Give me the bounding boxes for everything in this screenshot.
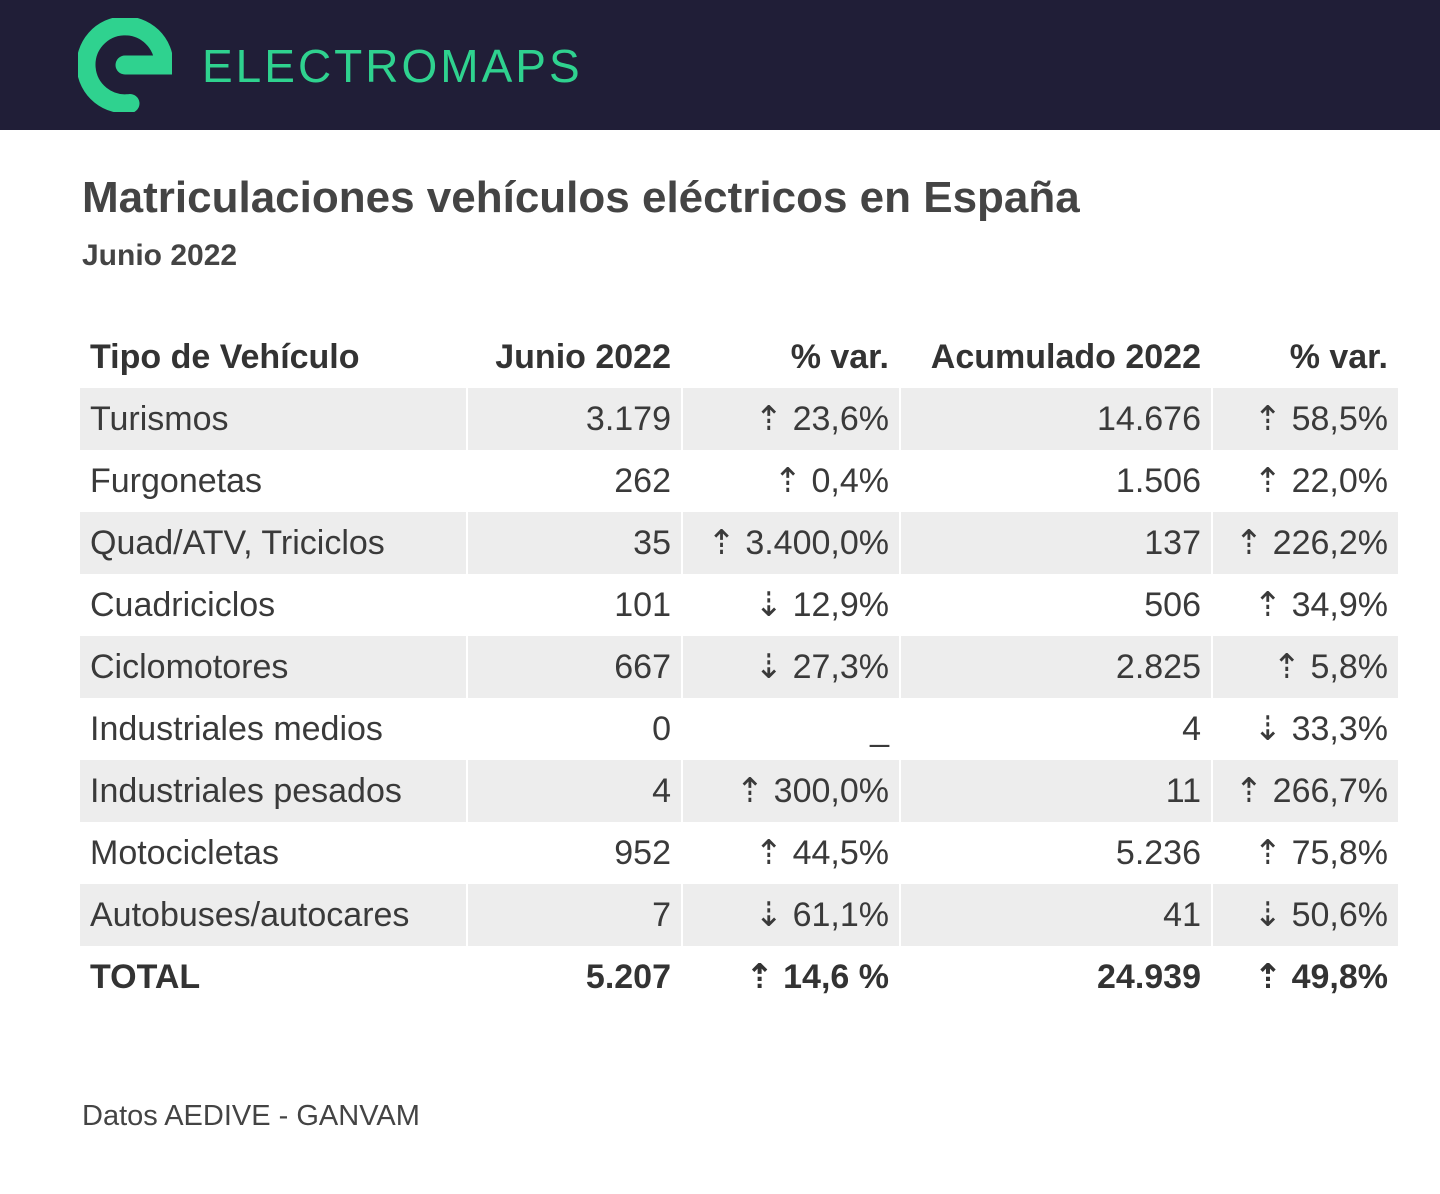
table-row: Ciclomotores 667 ⇣ 27,3% 2.825 ⇡ 5,8%	[80, 636, 1398, 698]
cell-acumulado: 2.825	[899, 636, 1211, 698]
cell-junio: 7	[466, 884, 681, 946]
header-tipo: Tipo de Vehículo	[90, 338, 360, 376]
cell-acumulado: 4	[899, 698, 1211, 760]
cell-var-junio: ⇡ 23,6%	[681, 388, 899, 450]
cell-var-acumulado: ⇡ 58,5%	[1211, 388, 1398, 450]
cell-tipo: Motocicletas	[90, 834, 279, 872]
cell-tipo: Ciclomotores	[80, 636, 466, 698]
cell-var-junio: ⇡ 44,5%	[681, 822, 899, 884]
cell-var-acumulado: ⇣ 33,3%	[1211, 698, 1398, 760]
data-source: Datos AEDIVE - GANVAM	[82, 1100, 420, 1132]
cell-acumulado: 137	[899, 512, 1211, 574]
cell-tipo: Furgonetas	[90, 462, 262, 500]
page-title: Matriculaciones vehículos eléctricos en …	[82, 173, 1080, 222]
cell-tipo: Quad/ATV, Triciclos	[80, 512, 466, 574]
cell-junio: 35	[466, 512, 681, 574]
total-cell-var-junio: ⇡ 14,6 %	[681, 946, 899, 1008]
cell-var-junio: ⇣ 61,1%	[681, 884, 899, 946]
cell-acumulado: 5.236	[899, 822, 1211, 884]
total-cell-junio: 5.207	[466, 946, 681, 1008]
table-row: Industriales pesados 4 ⇡ 300,0% 11 ⇡ 266,7%	[80, 760, 1398, 822]
table-row: Industriales medios 0 _ 4 ⇣ 33,3%	[80, 698, 1398, 760]
table-row: Furgonetas 262 ⇡ 0,4% 1.506 ⇡ 22,0%	[80, 450, 1398, 512]
header-bar: ELECTROMAPS	[0, 0, 1440, 130]
total-cell-var-acumulado: ⇡ 49,8%	[1211, 946, 1398, 1008]
cell-junio: 3.179	[466, 388, 681, 450]
cell-var-acumulado: ⇡ 226,2%	[1211, 512, 1398, 574]
table-row: Motocicletas 952 ⇡ 44,5% 5.236 ⇡ 75,8%	[80, 822, 1398, 884]
cell-junio: 667	[466, 636, 681, 698]
cell-junio: 262	[466, 450, 681, 512]
cell-var-acumulado: ⇡ 75,8%	[1211, 822, 1398, 884]
cell-var-junio: ⇡ 3.400,0%	[681, 512, 899, 574]
page-subtitle: Junio 2022	[82, 239, 238, 272]
cell-tipo: Autobuses/autocares	[80, 884, 466, 946]
cell-acumulado: 506	[899, 574, 1211, 636]
cell-junio: 4	[466, 760, 681, 822]
table-total-row: TOTAL 5.207 ⇡ 14,6 % 24.939 ⇡ 49,8%	[80, 946, 1398, 1008]
cell-var-junio: ⇡ 300,0%	[681, 760, 899, 822]
brand-name: ELECTROMAPS	[202, 40, 583, 92]
total-cell-tipo: TOTAL	[90, 958, 201, 996]
cell-tipo: Industriales medios	[90, 710, 383, 748]
cell-var-junio: _	[681, 698, 899, 760]
electromaps-logo-icon	[78, 18, 172, 112]
cell-tipo: Cuadriciclos	[90, 586, 276, 624]
cell-junio: 0	[466, 698, 681, 760]
cell-acumulado: 14.676	[899, 388, 1211, 450]
cell-junio: 952	[466, 822, 681, 884]
cell-acumulado: 11	[899, 760, 1211, 822]
cell-var-junio: ⇣ 27,3%	[681, 636, 899, 698]
cell-junio: 101	[466, 574, 681, 636]
cell-var-acumulado: ⇡ 22,0%	[1211, 450, 1398, 512]
table-row: Turismos 3.179 ⇡ 23,6% 14.676 ⇡ 58,5%	[80, 388, 1398, 450]
cell-tipo: Turismos	[80, 388, 466, 450]
table-body: Turismos 3.179 ⇡ 23,6% 14.676 ⇡ 58,5% Furgone…	[80, 388, 1398, 1008]
cell-var-acumulado: ⇡ 266,7%	[1211, 760, 1398, 822]
header-var-acumulado: % var.	[1211, 326, 1398, 388]
table-row: Cuadriciclos 101 ⇣ 12,9% 506 ⇡ 34,9%	[80, 574, 1398, 636]
cell-acumulado: 41	[899, 884, 1211, 946]
cell-acumulado: 1.506	[899, 450, 1211, 512]
cell-tipo: Industriales pesados	[80, 760, 466, 822]
header-junio: Junio 2022	[466, 326, 681, 388]
cell-var-acumulado: ⇡ 5,8%	[1211, 636, 1398, 698]
table-header-row: Tipo de Vehículo Junio 2022 % var. Acumu…	[80, 326, 1398, 388]
cell-var-acumulado: ⇣ 50,6%	[1211, 884, 1398, 946]
table-row: Autobuses/autocares 7 ⇣ 61,1% 41 ⇣ 50,6%	[80, 884, 1398, 946]
cell-var-junio: ⇡ 0,4%	[681, 450, 899, 512]
cell-var-acumulado: ⇡ 34,9%	[1211, 574, 1398, 636]
header-acumulado: Acumulado 2022	[899, 326, 1211, 388]
header-var-junio: % var.	[681, 326, 899, 388]
total-cell-acumulado: 24.939	[899, 946, 1211, 1008]
registrations-table: Tipo de Vehículo Junio 2022 % var. Acumu…	[80, 326, 1398, 1008]
table-row: Quad/ATV, Triciclos 35 ⇡ 3.400,0% 137 ⇡ 226,…	[80, 512, 1398, 574]
cell-var-junio: ⇣ 12,9%	[681, 574, 899, 636]
